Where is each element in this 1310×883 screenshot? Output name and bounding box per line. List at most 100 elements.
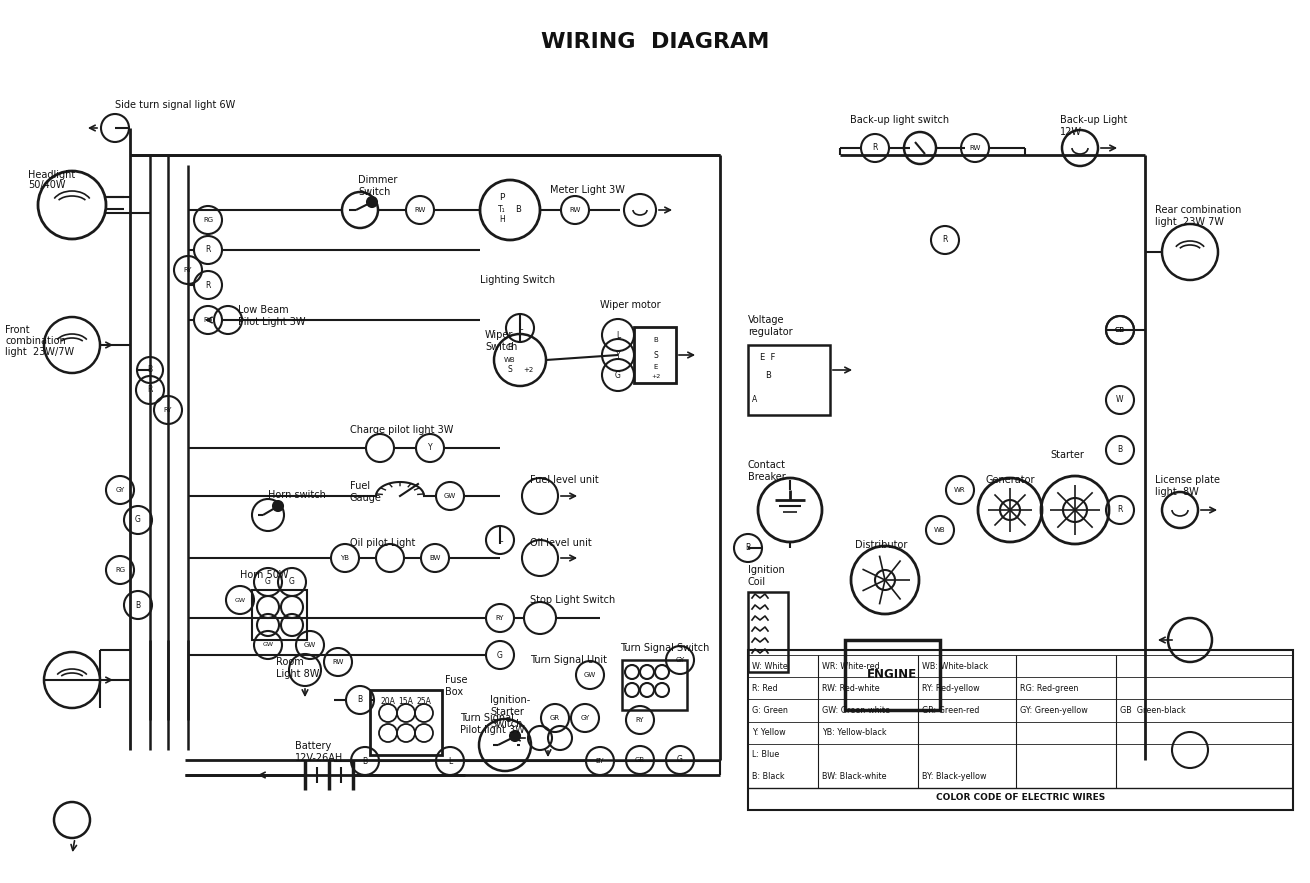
Text: RY: RY — [164, 407, 172, 413]
Bar — [748, 650, 1293, 810]
Text: YB: YB — [341, 555, 350, 561]
Text: RG: Red-green: RG: Red-green — [1020, 683, 1078, 693]
Text: regulator: regulator — [748, 327, 793, 337]
Text: Switch: Switch — [485, 342, 517, 352]
Text: YB: Yellow-black: YB: Yellow-black — [821, 728, 887, 737]
Text: GY: Green-yellow: GY: Green-yellow — [1020, 706, 1087, 715]
Text: Battery: Battery — [295, 741, 331, 751]
Text: W: W — [1116, 396, 1124, 404]
Text: B: B — [745, 544, 751, 553]
Text: Switch: Switch — [358, 187, 390, 197]
Text: Fuel: Fuel — [350, 481, 371, 491]
Bar — [622, 660, 686, 710]
Text: RY: RY — [635, 717, 645, 723]
Text: E  F: E F — [760, 353, 776, 363]
Text: Rear combination: Rear combination — [1155, 205, 1242, 215]
Text: combination: combination — [5, 336, 66, 346]
Text: Horn switch: Horn switch — [269, 490, 326, 500]
Text: Ignition-: Ignition- — [490, 695, 531, 705]
Text: A: A — [752, 396, 757, 404]
Text: E: E — [654, 364, 658, 370]
Text: RW: RW — [570, 207, 580, 213]
Text: Generator: Generator — [985, 475, 1035, 485]
Text: GW: GW — [304, 642, 316, 648]
Text: Starter: Starter — [490, 707, 524, 717]
Text: Dimmer: Dimmer — [358, 175, 397, 185]
Text: R: R — [206, 281, 211, 290]
Text: GW: GW — [584, 672, 596, 678]
Text: Y: Yellow: Y: Yellow — [752, 728, 786, 737]
Text: light  23W/7W: light 23W/7W — [5, 347, 75, 357]
Text: BY: BY — [596, 758, 604, 764]
Text: B: Black: B: Black — [752, 773, 785, 781]
Text: BW: BW — [430, 555, 440, 561]
Text: L: L — [448, 757, 452, 766]
Text: GW: GW — [444, 493, 456, 499]
Bar — [252, 590, 307, 640]
Text: R: R — [872, 144, 878, 153]
Text: R: R — [1117, 505, 1123, 515]
Text: BY: Black-yellow: BY: Black-yellow — [922, 773, 986, 781]
Text: S: S — [654, 351, 659, 359]
Text: Distributor: Distributor — [855, 540, 908, 550]
Text: light  8W: light 8W — [1155, 487, 1199, 497]
Text: 20A: 20A — [381, 698, 396, 706]
Text: GY: GY — [115, 487, 124, 493]
Text: Light 8W: Light 8W — [276, 669, 320, 679]
Text: COLOR CODE OF ELECTRIC WIRES: COLOR CODE OF ELECTRIC WIRES — [935, 794, 1106, 803]
Text: GW: GW — [234, 598, 245, 602]
Text: License plate: License plate — [1155, 475, 1220, 485]
Text: H: H — [499, 215, 504, 224]
Text: P: P — [499, 193, 504, 202]
Text: GW: GW — [262, 643, 274, 647]
Text: ENGINE: ENGINE — [867, 668, 917, 682]
Text: B: B — [363, 757, 368, 766]
Text: B: B — [1117, 446, 1123, 455]
Text: GB: GB — [1115, 327, 1125, 333]
Text: Back-up light switch: Back-up light switch — [850, 115, 950, 125]
Text: RW: RW — [414, 207, 426, 213]
Text: G: G — [290, 577, 295, 586]
Circle shape — [272, 501, 283, 511]
Text: +2: +2 — [523, 367, 533, 373]
Text: RW: RW — [969, 145, 981, 151]
Text: WR: WR — [954, 487, 965, 493]
Text: Wiper motor: Wiper motor — [600, 300, 660, 310]
Text: G: Green: G: Green — [752, 706, 787, 715]
Text: +2: +2 — [651, 374, 660, 380]
Text: RY: Red-yellow: RY: Red-yellow — [922, 683, 980, 693]
Text: B: B — [507, 343, 512, 352]
Text: Box: Box — [445, 687, 464, 697]
Text: Back-up Light: Back-up Light — [1060, 115, 1128, 125]
Text: Turn Signal Switch: Turn Signal Switch — [620, 643, 710, 653]
Circle shape — [367, 197, 377, 207]
Text: R: R — [206, 245, 211, 254]
Text: R: R — [942, 236, 947, 245]
Text: Turn Signal Unit: Turn Signal Unit — [531, 655, 607, 665]
Text: 15A: 15A — [398, 698, 414, 706]
Text: Room: Room — [276, 657, 304, 667]
Text: 25A: 25A — [417, 698, 431, 706]
Text: WB: WB — [934, 527, 946, 533]
Text: Oil level unit: Oil level unit — [531, 538, 592, 548]
Text: Fuse: Fuse — [445, 675, 468, 685]
Text: Fuel level unit: Fuel level unit — [531, 475, 599, 485]
Text: Y: Y — [616, 351, 621, 359]
Text: L: L — [616, 330, 620, 339]
Text: GB: GB — [635, 757, 645, 763]
Text: Meter Light 3W: Meter Light 3W — [550, 185, 625, 195]
Text: GB  Green-black: GB Green-black — [1120, 706, 1186, 715]
Text: GB: GB — [1115, 327, 1125, 333]
Text: Y: Y — [427, 443, 432, 452]
Text: B: B — [358, 696, 363, 705]
Text: 50/40W: 50/40W — [28, 180, 66, 190]
Text: Side turn signal light 6W: Side turn signal light 6W — [115, 100, 236, 110]
Text: Pilot Light 3W: Pilot Light 3W — [238, 317, 305, 327]
Text: Gauge: Gauge — [350, 493, 383, 503]
Text: G: G — [265, 577, 271, 586]
Text: WB: WB — [504, 357, 516, 363]
Text: Contact: Contact — [748, 460, 786, 470]
Text: Front: Front — [5, 325, 30, 335]
Text: L: L — [498, 535, 502, 545]
Text: WIRING  DIAGRAM: WIRING DIAGRAM — [541, 32, 769, 52]
